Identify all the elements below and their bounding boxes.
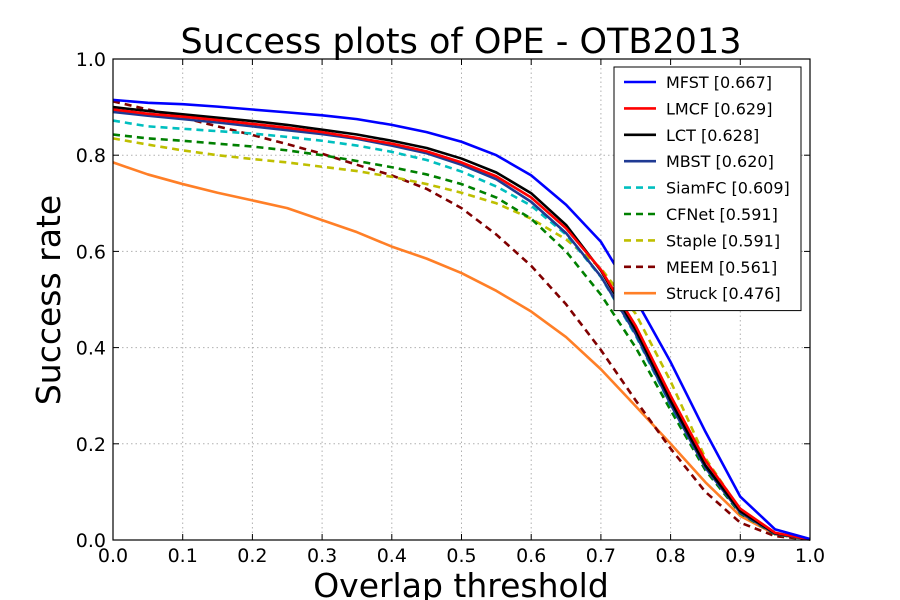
x-tick-label: 0.1 bbox=[168, 545, 198, 567]
series-layer bbox=[112, 98, 811, 541]
y-axis-label: Success rate bbox=[29, 195, 68, 405]
legend-label-struck: Struck [0.476] bbox=[666, 284, 781, 303]
y-tick-label: 0.0 bbox=[76, 530, 106, 552]
legend-label-siamfc: SiamFC [0.609] bbox=[666, 179, 790, 198]
y-tick-label: 0.2 bbox=[76, 434, 106, 456]
series-line-staple bbox=[112, 137, 811, 541]
x-axis-label: Overlap threshold bbox=[313, 566, 609, 600]
legend-label-lct: LCT [0.628] bbox=[666, 126, 759, 145]
y-tick-label: 0.6 bbox=[76, 241, 106, 263]
x-tick-label: 0.6 bbox=[516, 545, 546, 567]
series-line-lct bbox=[112, 105, 811, 541]
series-line-lmcf bbox=[112, 108, 811, 541]
x-tick-label: 0.8 bbox=[655, 545, 685, 567]
legend: MFST [0.667] LMCF [0.629] LCT [0.628] MBST … bbox=[613, 66, 802, 312]
y-tick-label: 0.4 bbox=[76, 338, 106, 360]
series-line-cfnet bbox=[112, 133, 811, 541]
x-tick-label: 0.3 bbox=[307, 545, 337, 567]
y-tick-label: 1.0 bbox=[76, 49, 106, 71]
x-tick-label: 0.7 bbox=[586, 545, 616, 567]
series-line-struck bbox=[112, 161, 811, 541]
x-tick-label: 0.5 bbox=[446, 545, 476, 567]
series-line-mfst bbox=[112, 98, 811, 541]
x-tick-label: 0.2 bbox=[237, 545, 267, 567]
x-tick-label: 0.9 bbox=[725, 545, 755, 567]
legend-label-cfnet: CFNet [0.591] bbox=[666, 205, 778, 224]
series-line-meem bbox=[112, 100, 811, 541]
legend-label-meem: MEEM [0.561] bbox=[666, 258, 777, 277]
tick-layer: 0.0 0.1 0.2 0.3 0.4 0.5 0.6 0.7 0.8 0.9 1.0 0.0 0.2 0… bbox=[76, 49, 825, 567]
y-tick-label: 0.8 bbox=[76, 145, 106, 167]
legend-label-mfst: MFST [0.667] bbox=[666, 73, 772, 92]
legend-label-lmcf: LMCF [0.629] bbox=[666, 99, 772, 118]
x-tick-label: 0.4 bbox=[377, 545, 407, 567]
x-tick-label: 0.0 bbox=[98, 545, 128, 567]
x-tick-label: 1.0 bbox=[795, 545, 825, 567]
chart-title: Success plots of OPE - OTB2013 bbox=[181, 22, 742, 62]
legend-label-mbst: MBST [0.620] bbox=[666, 152, 774, 171]
legend-label-staple: Staple [0.591] bbox=[666, 231, 780, 250]
series-line-mbst bbox=[112, 110, 811, 541]
